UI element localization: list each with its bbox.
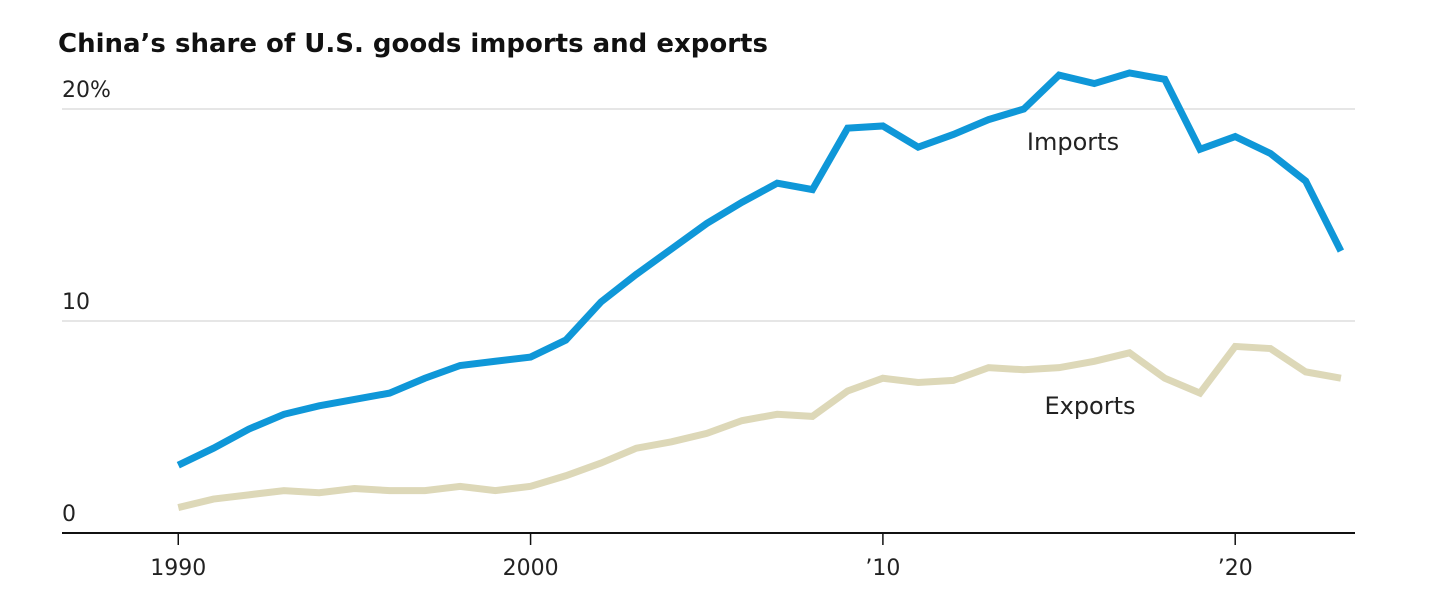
y-tick-label: 10: [62, 290, 90, 315]
x-tick-label: ’20: [1218, 556, 1253, 581]
x-tick-label: ’10: [865, 556, 900, 581]
x-tick-label: 2000: [503, 556, 559, 581]
series-line: [176, 69, 1345, 469]
chart-title: China’s share of U.S. goods imports and …: [58, 29, 768, 59]
y-tick-label: 0: [62, 502, 76, 527]
y-tick-label: 20%: [62, 78, 111, 103]
series-label: Imports: [1027, 128, 1119, 156]
series-line: [177, 342, 1342, 511]
series-label: Exports: [1044, 392, 1135, 420]
x-tick-label: 1990: [150, 556, 206, 581]
